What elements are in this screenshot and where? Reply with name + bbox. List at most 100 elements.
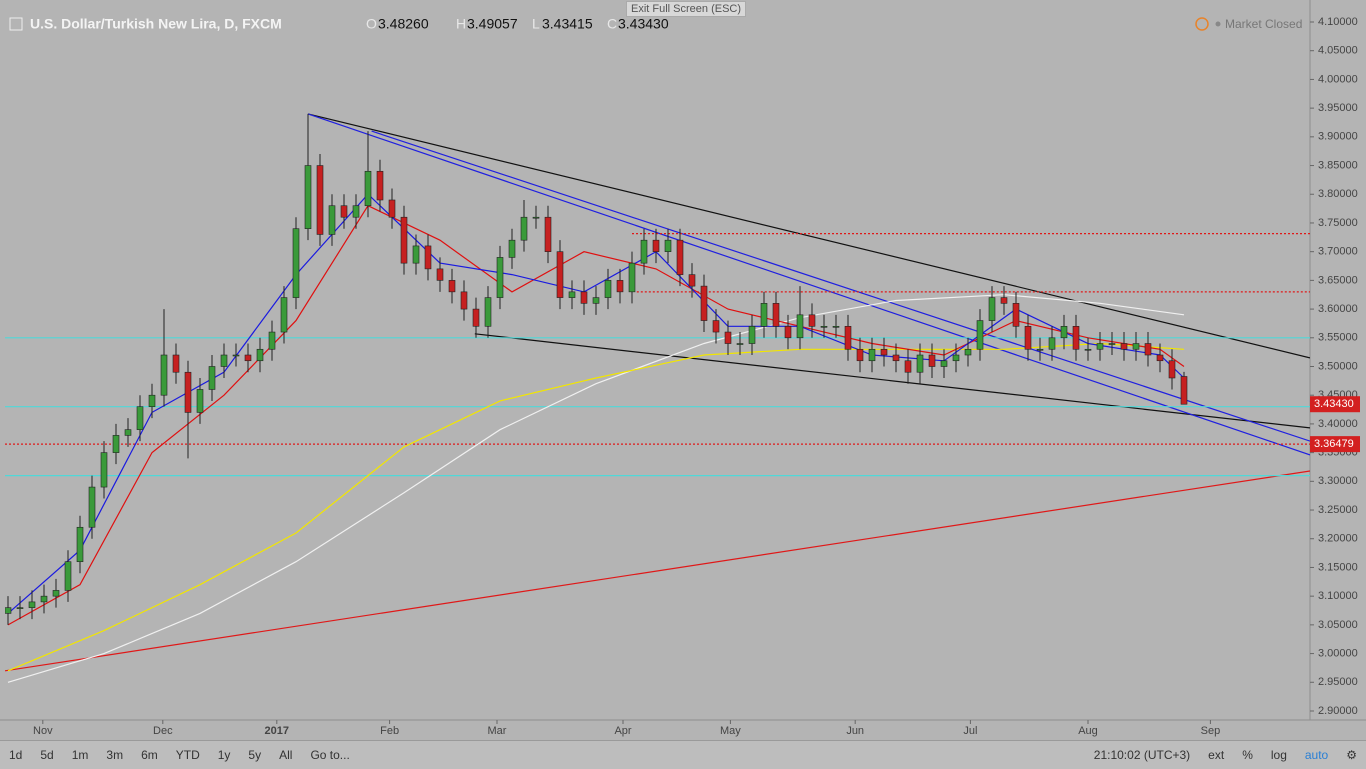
x-tick-label: Feb: [380, 725, 399, 737]
candle-body: [928, 354, 936, 367]
y-tick-label: 3.20000: [1318, 533, 1358, 545]
candle-body: [136, 406, 144, 430]
candle-body: [808, 314, 816, 327]
candle-body: [484, 297, 492, 327]
candle-body: [988, 297, 996, 321]
series-layer: [5, 113, 1310, 683]
candle-body: [1084, 348, 1092, 351]
candle-body: [568, 291, 576, 298]
y-tick-label: 3.30000: [1318, 475, 1358, 487]
candle-body: [916, 354, 924, 373]
price-badge-label: 3.43430: [1314, 398, 1354, 410]
option-button[interactable]: log: [1270, 748, 1287, 762]
candle-body: [760, 303, 768, 327]
candle-body: [76, 526, 84, 563]
candle-body: [160, 354, 168, 396]
h-value: 3.49057: [467, 16, 518, 32]
candle-body: [772, 303, 780, 327]
price-badge-label: 3.36479: [1314, 438, 1354, 450]
x-tick-label: Jun: [846, 725, 864, 737]
y-tick-label: 4.10000: [1318, 16, 1358, 28]
trend-line: [307, 113, 1310, 359]
y-tick-label: 3.65000: [1318, 274, 1358, 286]
candle-body: [532, 216, 540, 219]
x-tick-label: Apr: [614, 725, 631, 737]
candle-body: [820, 326, 828, 328]
candle-body: [280, 297, 288, 333]
candle-body: [184, 371, 192, 413]
y-tick-label: 3.15000: [1318, 561, 1358, 573]
candle-body: [964, 348, 972, 356]
candle-body: [388, 199, 396, 218]
candle-body: [220, 354, 228, 367]
x-tick-label: Mar: [488, 725, 507, 737]
candle-body: [616, 280, 624, 293]
symbol-icon[interactable]: [9, 17, 23, 31]
l-key: L: [532, 16, 540, 32]
candle-body: [172, 354, 180, 373]
range-button[interactable]: 5d: [40, 748, 54, 762]
candle-body: [232, 354, 240, 357]
candle-body: [544, 216, 552, 252]
candle-body: [1096, 343, 1104, 350]
candle-body: [196, 389, 204, 413]
option-button[interactable]: auto: [1304, 748, 1329, 762]
x-tick-label: Nov: [33, 725, 53, 737]
candle-body: [496, 257, 504, 298]
candle-body: [5, 607, 12, 614]
trend-line: [5, 470, 1310, 672]
y-tick-label: 3.80000: [1318, 188, 1358, 200]
candle-body: [124, 429, 132, 436]
candle-body: [424, 245, 432, 270]
range-button[interactable]: All: [279, 748, 293, 762]
candle-body: [472, 308, 480, 327]
option-button[interactable]: %: [1242, 748, 1253, 762]
range-button[interactable]: 1d: [9, 748, 23, 762]
price-badge: [1310, 436, 1360, 453]
y-tick-label: 3.90000: [1318, 131, 1358, 143]
range-button[interactable]: 3m: [106, 748, 124, 762]
price-badge: [1310, 396, 1360, 413]
chart: U.S. Dollar/Turkish New Lira, D, FXCM O …: [0, 0, 1366, 740]
candle-body: [340, 205, 348, 218]
o-value: 3.48260: [378, 16, 429, 32]
candle-body: [436, 268, 444, 281]
candle-body: [796, 314, 804, 339]
candle-body: [40, 595, 48, 603]
candle-body: [256, 348, 264, 362]
candle-body: [112, 435, 120, 453]
range-button[interactable]: YTD: [175, 748, 200, 762]
candle-body: [400, 216, 408, 264]
c-value: 3.43430: [618, 16, 669, 32]
candle-body: [880, 348, 888, 356]
x-tick-label: Dec: [153, 725, 173, 737]
settings-button[interactable]: ⚙: [1346, 748, 1357, 762]
candle-body: [892, 354, 900, 362]
range-button[interactable]: 5y: [248, 748, 262, 762]
candle-body: [556, 251, 564, 298]
candle-body: [676, 239, 684, 275]
x-tick-label: Sep: [1201, 725, 1221, 737]
range-button[interactable]: 6m: [141, 748, 158, 762]
range-button[interactable]: Go to...: [310, 748, 350, 762]
x-tick-label: Jul: [963, 725, 977, 737]
tooltip: Exit Full Screen (ESC): [626, 1, 747, 17]
range-button[interactable]: 1y: [217, 748, 231, 762]
candle-body: [580, 291, 588, 304]
candle-body: [304, 165, 312, 229]
candle-body: [1036, 348, 1044, 351]
y-tick-label: 3.40000: [1318, 418, 1358, 430]
background: [0, 0, 1366, 740]
status-dot: [1215, 21, 1221, 27]
plot: [5, 113, 1310, 683]
option-button[interactable]: ext: [1208, 748, 1225, 762]
candle-body: [604, 280, 612, 298]
y-tick-label: 3.10000: [1318, 590, 1358, 602]
candle-body: [844, 326, 852, 350]
candle-body: [28, 601, 36, 608]
range-button[interactable]: 1m: [71, 748, 89, 762]
candle-body: [856, 348, 864, 362]
candle-body: [712, 320, 720, 333]
candle-body: [88, 486, 96, 528]
